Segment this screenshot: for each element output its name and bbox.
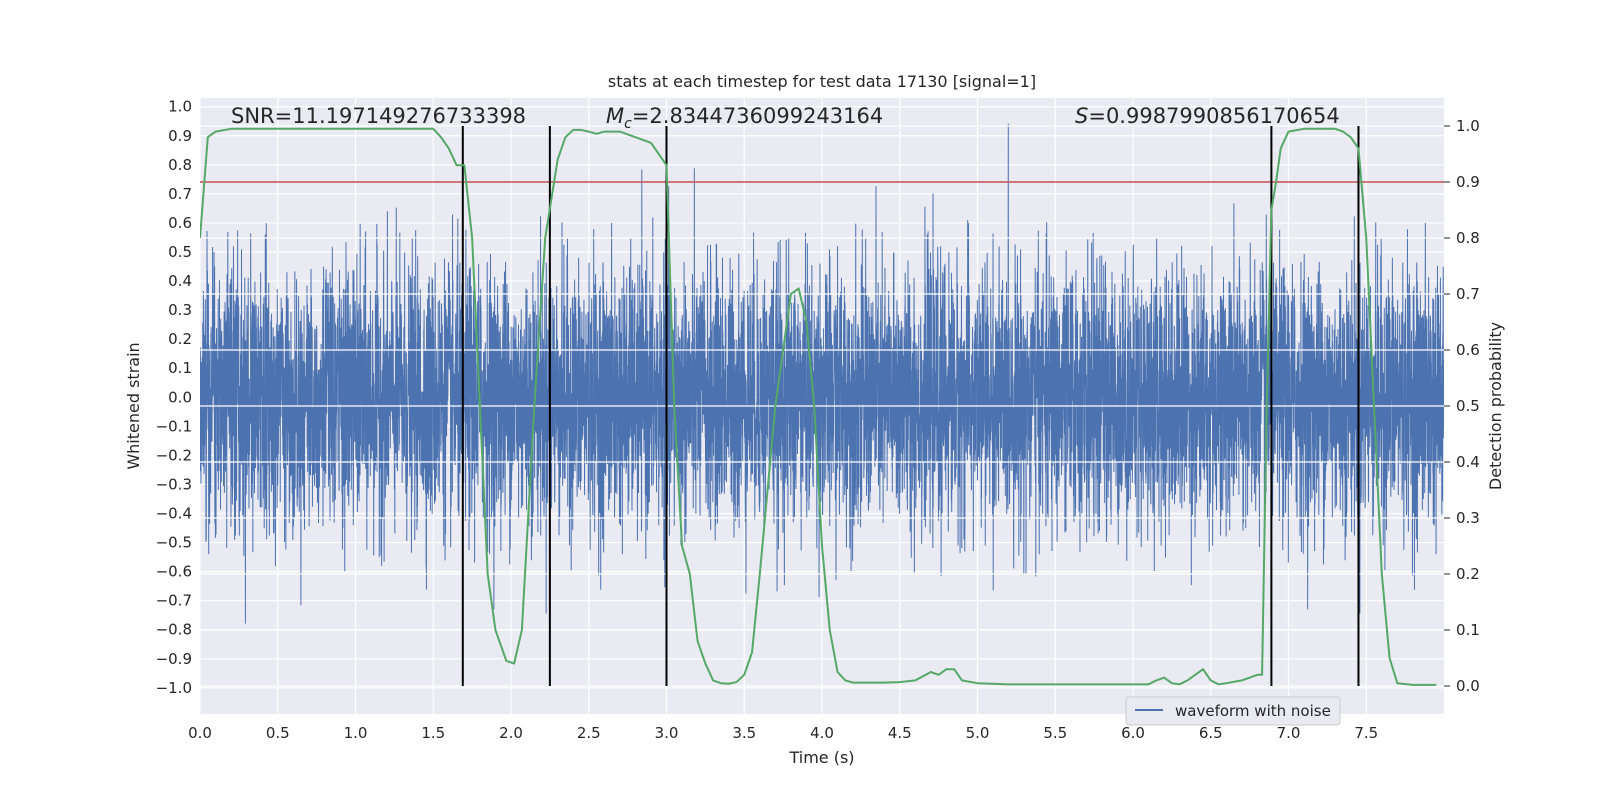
y-tick-label: −0.8 xyxy=(156,621,192,639)
chart-title: stats at each timestep for test data 171… xyxy=(608,72,1036,91)
score-value: =0.9987990856170654 xyxy=(1088,104,1339,128)
x-tick-label: 0.0 xyxy=(188,724,212,742)
y-axis-label: Whitened strain xyxy=(124,342,143,469)
x-tick-label: 5.5 xyxy=(1043,724,1067,742)
y-tick-label: 0.3 xyxy=(168,301,192,319)
y-tick-label: 0.8 xyxy=(168,156,192,174)
detection-grid xyxy=(200,125,1444,687)
y2-tick-label: 0.2 xyxy=(1456,565,1480,583)
y2-tick-label: 1.0 xyxy=(1456,117,1480,135)
y-tick-label: 0.6 xyxy=(168,214,192,232)
legend-label: waveform with noise xyxy=(1175,702,1331,720)
x-tick-label: 4.5 xyxy=(888,724,912,742)
y-tick-label: 0.5 xyxy=(168,243,192,261)
score-symbol: S xyxy=(1075,104,1088,128)
y-tick-label: −0.9 xyxy=(156,650,192,668)
y2-ticks: 1.0 0.9 0.8 0.7 0.6 0.5 0.4 0.3 0.2 0.1 0.0 xyxy=(1444,117,1480,695)
y-tick-label: −0.4 xyxy=(156,505,192,523)
y-tick-label: −1.0 xyxy=(156,679,192,697)
y2-tick-label: 0.6 xyxy=(1456,341,1480,359)
x-tick-label: 5.0 xyxy=(966,724,990,742)
x-tick-label: 2.5 xyxy=(577,724,601,742)
y-ticks: 1.0 0.9 0.8 0.7 0.6 0.5 0.4 0.3 0.2 0.1 0.0 −0.1 −0.… xyxy=(156,98,192,697)
y2-tick-label: 0.5 xyxy=(1456,397,1480,415)
x-tick-label: 4.0 xyxy=(810,724,834,742)
x-tick-label: 0.5 xyxy=(266,724,290,742)
y-tick-label: −0.3 xyxy=(156,475,192,493)
y-tick-label: −0.6 xyxy=(156,563,192,581)
x-tick-label: 2.0 xyxy=(499,724,523,742)
y-tick-label: 0.2 xyxy=(168,330,192,348)
waveform-line xyxy=(200,123,1444,624)
x-tick-label: 6.5 xyxy=(1199,724,1223,742)
x-tick-label: 3.0 xyxy=(655,724,679,742)
x-tick-label: 7.0 xyxy=(1277,724,1301,742)
detection-probability-line xyxy=(200,127,1437,686)
y2-tick-label: 0.0 xyxy=(1456,677,1480,695)
legend: waveform with noise xyxy=(1125,696,1341,726)
score-annotation: S=0.9987990856170654 xyxy=(1075,104,1340,128)
y-tick-label: 1.0 xyxy=(168,98,192,116)
chirp-mass-symbol: M xyxy=(606,104,624,128)
chirp-mass-value: =2.8344736099243164 xyxy=(632,104,883,128)
y2-tick-label: 0.7 xyxy=(1456,285,1480,303)
y-tick-label: −0.2 xyxy=(156,446,192,464)
y-tick-label: 0.1 xyxy=(168,359,192,377)
detection-probability-group xyxy=(200,127,1437,686)
y2-tick-label: 0.3 xyxy=(1456,509,1480,527)
y-tick-label: 0.0 xyxy=(168,388,192,406)
y-tick-label: 0.4 xyxy=(168,272,192,290)
x-tick-label: 6.0 xyxy=(1121,724,1145,742)
snr-annotation: SNR=11.197149276733398 xyxy=(231,104,526,128)
y2-tick-label: 0.9 xyxy=(1456,173,1480,191)
x-tick-label: 3.5 xyxy=(732,724,756,742)
x-tick-label: 7.5 xyxy=(1354,724,1378,742)
y-tick-label: −0.5 xyxy=(156,534,192,552)
strain-series xyxy=(200,123,1444,624)
chirp-mass-annotation: Mc=2.8344736099243164 xyxy=(606,104,883,132)
y-tick-label: −0.1 xyxy=(156,417,192,435)
y2-axis-label: Detection probability xyxy=(1486,322,1505,490)
x-tick-label: 1.0 xyxy=(344,724,368,742)
x-tick-label: 1.5 xyxy=(421,724,445,742)
y2-tick-label: 0.4 xyxy=(1456,453,1480,471)
y-tick-label: 0.9 xyxy=(168,127,192,145)
x-ticks: 0.0 0.5 1.0 1.5 2.0 2.5 3.0 3.5 4.0 4.5 5.0 5.5 6.0 6… xyxy=(188,724,1378,742)
legend-box xyxy=(1125,696,1341,726)
x-axis-label: Time (s) xyxy=(788,748,854,767)
y-tick-label: 0.7 xyxy=(168,185,192,203)
y2-tick-label: 0.1 xyxy=(1456,621,1480,639)
chirp-mass-subscript: c xyxy=(624,116,632,132)
y-tick-label: −0.7 xyxy=(156,592,192,610)
y2-tick-label: 0.8 xyxy=(1456,229,1480,247)
